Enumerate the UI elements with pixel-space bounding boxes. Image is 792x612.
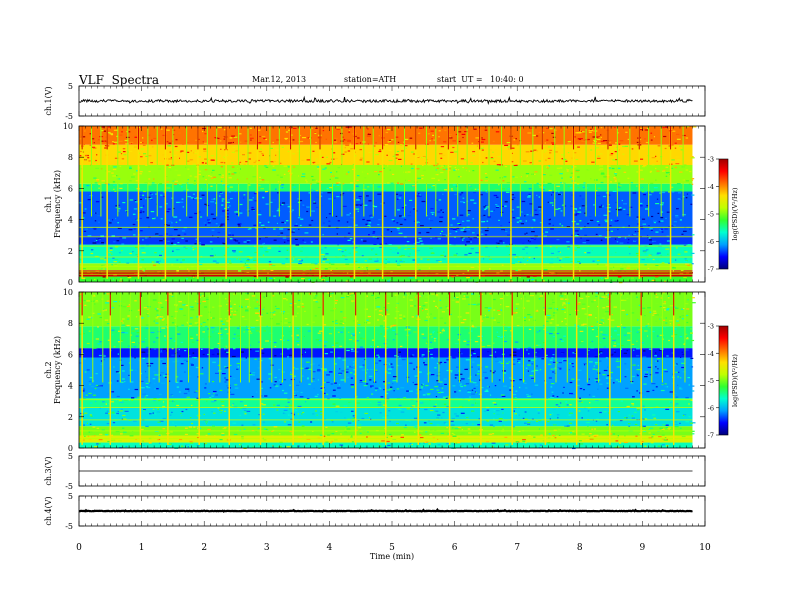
y-tick-label: 0 [68,278,73,287]
x-tick-label: 9 [640,543,646,553]
waveform-trace [78,95,693,105]
x-tick-label: 4 [327,543,333,553]
y-axis-label: Frequency (kHz) [53,170,62,238]
labels-layer: 5-5ch.1(V)-3-4-5-6-7log(PSD)(V²/Hz)02468… [44,82,739,561]
spectral-texture [79,126,697,284]
colorbar-tick-label: -5 [708,377,714,385]
colorbar-tick-label: -6 [708,238,714,246]
y-tick-label: 4 [68,382,73,391]
axes-layer [78,85,729,527]
colorbar-tick-label: -7 [708,432,714,440]
x-tick-label: 5 [389,543,395,553]
x-tick-label: 2 [201,543,207,553]
spectral-band [79,126,693,145]
spectral-band [79,144,693,165]
colorbar-tick-label: -4 [708,183,714,191]
y-tick-label: 6 [68,350,73,359]
y-tick-label: 8 [68,319,73,328]
x-tick-label: 0 [76,543,82,553]
y-tick-label: 2 [68,413,73,422]
spectral-band [79,191,693,236]
y-tick-label: 10 [63,122,73,131]
spectral-band [79,276,693,282]
y-axis-label: ch.1 [44,195,53,212]
y-axis-label: ch.3(V) [44,456,53,485]
x-tick-label: 10 [699,543,711,553]
y-tick-label: 5 [68,492,73,501]
colorbar-tick-label: -7 [708,266,714,274]
colorbar-tick-label: -5 [708,211,714,219]
y-axis-label: Frequency (kHz) [53,336,62,404]
y-axis-label: ch.4(V) [44,496,53,525]
colorbar [718,158,729,270]
date-label: Mar.12, 2013 [252,75,307,84]
spectral-band [79,442,693,448]
y-tick-label: 5 [68,82,73,91]
station-label: station=ATH [344,75,397,84]
y-tick-label: -5 [65,482,73,491]
x-tick-label: 3 [264,543,270,553]
spectral-band [79,244,693,264]
y-tick-label: -5 [65,112,73,121]
spectral-band [79,183,693,192]
waveform-trace [78,507,693,513]
y-tick-label: 5 [68,452,73,461]
x-axis-label: Time (min) [370,552,414,561]
x-tick-label: 7 [514,543,520,553]
colorbar-label: log(PSD)(V²/Hz) [731,187,739,240]
start-time-label: start UT = 10:40: 0 [437,75,524,84]
y-tick-label: 6 [68,184,73,193]
spectral-band [79,165,693,184]
colorbar-tick-label: -4 [708,350,714,358]
y-tick-label: 0 [68,444,73,453]
spectrogram-layer [79,126,697,450]
chart-title: VLF Spectra [79,73,160,87]
colorbar [718,325,729,436]
x-tick-label: 6 [452,543,458,553]
colorbar-tick-label: -6 [708,404,714,412]
y-tick-label: 8 [68,153,73,162]
y-tick-label: -5 [65,522,73,531]
waveform-layer [78,95,693,513]
y-tick-label: 10 [63,288,73,297]
y-axis-label: ch.1(V) [44,86,53,115]
x-tick-label: 8 [577,543,583,553]
spectral-band [79,235,693,245]
y-axis-label: ch.2 [44,361,53,378]
colorbar-tick-label: -3 [708,323,714,331]
y-tick-label: 2 [68,247,73,256]
colorbar-tick-label: -3 [708,156,714,164]
spectral-band [79,270,693,277]
colorbar-label: log(PSD)(V²/Hz) [731,354,739,407]
x-tick-label: 1 [139,543,145,553]
y-tick-label: 4 [68,216,73,225]
